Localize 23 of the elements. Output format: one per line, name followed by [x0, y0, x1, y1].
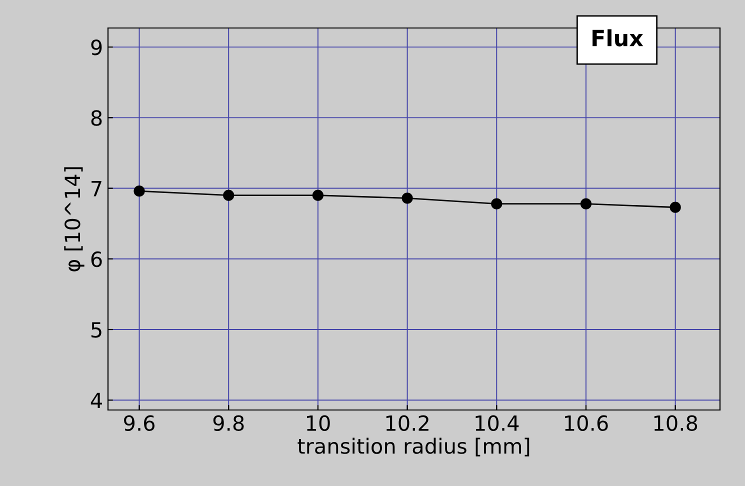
y-tick-label: 5	[91, 322, 102, 338]
y-tick-label: 6	[91, 251, 102, 268]
x-tick-label: 9.8	[213, 415, 244, 431]
point	[580, 198, 592, 210]
y-tick-label: 7	[92, 181, 102, 196]
point	[670, 202, 681, 213]
x-tick-label: 10.2	[386, 415, 428, 431]
x-axis-title: transition radius [mm]	[298, 438, 530, 456]
point	[134, 186, 145, 197]
point	[402, 192, 413, 204]
x-tick-label: 10.8	[654, 415, 698, 431]
point	[491, 198, 502, 210]
x-tick-label: 10	[306, 415, 330, 431]
point	[223, 190, 234, 201]
x-tick-label: 10.6	[565, 415, 608, 431]
y-tick-label: 9	[91, 40, 102, 56]
x-tick-label: 9.6	[124, 415, 155, 431]
x-tick-label: 10.4	[476, 415, 519, 431]
point	[312, 190, 324, 201]
y-axis-title: φ [10^14]	[64, 167, 84, 272]
y-tick-label: 4	[90, 392, 102, 408]
y-tick-label: 8	[91, 110, 102, 126]
chart-title: Flux	[592, 29, 644, 46]
